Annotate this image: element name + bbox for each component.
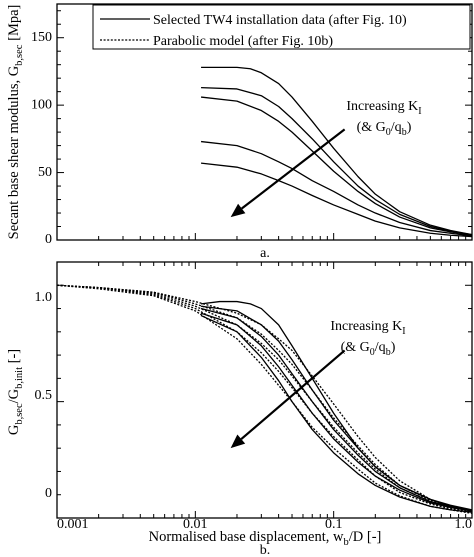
tw4-data-line-4 — [200, 140, 473, 237]
tw4-data-line-4 — [200, 312, 473, 512]
panel-b-label: b. — [260, 543, 271, 557]
panel-b-xlabel: Normalised base displacement, wb/D [-] — [149, 529, 382, 548]
panel-b-xtick-label: 0.01 — [183, 517, 208, 532]
arrow-head — [230, 434, 246, 449]
panel-a-annotation-line1: Increasing KI — [346, 99, 421, 117]
panel-a-arrow — [230, 128, 346, 218]
tw4-data-line-2 — [201, 86, 473, 236]
panel-a-frame — [56, 3, 473, 241]
panel-b-annotation-line1: Increasing KI — [330, 319, 405, 337]
panel-b-annotation-line2: (& G0/qb) — [341, 340, 396, 358]
panel-a-ytick-label: 150 — [31, 30, 52, 45]
parabolic-model-line-10 — [56, 284, 473, 514]
arrow-shaft — [240, 349, 346, 440]
panel-b-xtick-label: 0.001 — [57, 517, 89, 532]
arrow-head — [230, 203, 246, 218]
parabolic-model-line-7 — [56, 284, 473, 512]
panel-a-ylabel: Secant base shear modulus, Gb,sec [Mpa] — [6, 5, 25, 240]
parabolic-model-line-6 — [56, 284, 473, 512]
panel-b-ytick-label: 1.0 — [35, 290, 53, 305]
panel-b-ytick-label: 0.5 — [35, 388, 53, 403]
panel-a-annotation-line2: (& G0/qb) — [357, 120, 412, 138]
tw4-data-line-5 — [200, 162, 473, 238]
panel-b-series — [56, 284, 473, 514]
panel-a-label: a. — [260, 246, 270, 261]
panel-b: 0 0.5 1.0 0.001 0.01 0.1 1.0 Gb,sec/Gb,i… — [6, 261, 473, 557]
tw4-data-line-3 — [200, 96, 473, 236]
legend-entry-solid: Selected TW4 installation data (after Fi… — [153, 13, 407, 28]
tw4-data-line-1 — [201, 66, 473, 236]
legend-entry-dotted: Parabolic model (after Fig. 10b) — [153, 34, 333, 49]
legend-box — [92, 4, 471, 50]
tw4-data-line-3 — [200, 307, 473, 512]
tw4-data-line-5 — [200, 314, 473, 513]
panel-b-frame — [56, 261, 473, 519]
panel-a-ytick-label: 50 — [38, 165, 52, 180]
parabolic-model-line-8 — [56, 284, 473, 512]
panel-b-ylabel: Gb,sec/Gb,init [-] — [6, 349, 25, 435]
arrow-shaft — [241, 128, 346, 210]
panel-b-arrow — [230, 349, 346, 449]
panel-b-ticks — [56, 261, 472, 519]
panel-a-ytick-label: 100 — [31, 97, 52, 112]
parabolic-model-line-9 — [56, 284, 473, 513]
panel-a: 0 50 100 150 Secant base shear modulus, … — [6, 3, 473, 261]
panel-b-ytick-label: 0 — [45, 486, 52, 501]
panel-b-xtick-label: 0.1 — [325, 517, 343, 532]
panel-a-ytick-label: 0 — [45, 232, 52, 247]
legend: Selected TW4 installation data (after Fi… — [92, 4, 471, 50]
panel-b-xtick-label: 1.0 — [455, 517, 473, 532]
panel-a-series — [200, 66, 473, 238]
